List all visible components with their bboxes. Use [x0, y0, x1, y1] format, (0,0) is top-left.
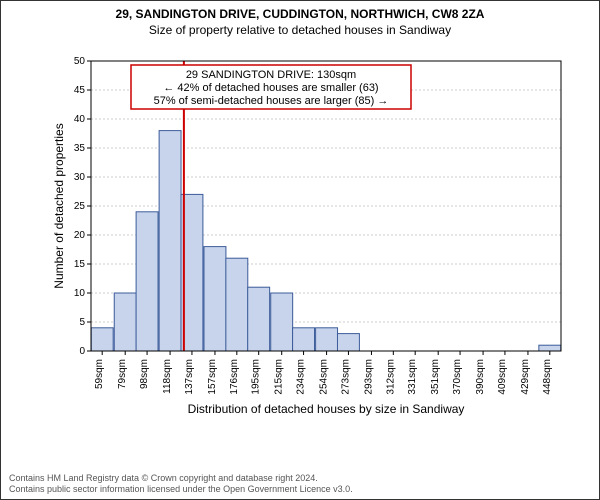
y-tick-label: 0: [79, 346, 85, 357]
x-tick-label: 448sqm: [542, 359, 553, 395]
x-tick-label: 351sqm: [430, 359, 441, 395]
x-tick-label: 98sqm: [139, 359, 150, 389]
y-tick-label: 40: [74, 114, 86, 125]
y-tick-label: 15: [74, 259, 86, 270]
chart-container: 29, SANDINGTON DRIVE, CUDDINGTON, NORTHW…: [0, 0, 600, 500]
x-tick-label: 79sqm: [117, 359, 128, 389]
y-tick-label: 50: [74, 56, 86, 67]
x-tick-label: 429sqm: [520, 359, 531, 395]
bar: [91, 328, 113, 351]
bar: [316, 328, 338, 351]
x-tick-label: 59sqm: [94, 359, 105, 389]
y-tick-label: 30: [74, 172, 86, 183]
bar: [136, 212, 158, 351]
x-tick-label: 370sqm: [452, 359, 463, 395]
x-tick-label: 234sqm: [296, 359, 307, 395]
y-axis-label: Number of detached properties: [52, 123, 66, 288]
x-axis-label: Distribution of detached houses by size …: [188, 402, 465, 416]
x-tick-label: 195sqm: [251, 359, 262, 395]
x-tick-label: 331sqm: [407, 359, 418, 395]
x-tick-label: 215sqm: [274, 359, 285, 395]
y-tick-label: 10: [74, 288, 86, 299]
x-ticks: 59sqm 79sqm 98sqm 118sqm 137sqm 157sqm 176sqm 1…: [94, 351, 553, 395]
chart-subtitle: Size of property relative to detached ho…: [1, 23, 599, 37]
x-tick-label: 390sqm: [475, 359, 486, 395]
bar: [204, 247, 226, 351]
annotation-box: 29 SANDINGTON DRIVE: 130sqm ← 42% of det…: [131, 65, 411, 109]
x-tick-label: 409sqm: [497, 359, 508, 395]
x-tick-label: 137sqm: [184, 359, 195, 395]
bar: [539, 345, 561, 351]
bar: [159, 131, 181, 351]
annotation-line-1: 29 SANDINGTON DRIVE: 130sqm: [186, 69, 356, 81]
y-tick-label: 5: [79, 317, 85, 328]
x-tick-label: 118sqm: [162, 359, 173, 394]
annotation-line-3: 57% of semi-detached houses are larger (…: [154, 95, 389, 107]
bar: [248, 287, 270, 351]
bar: [114, 293, 136, 351]
x-tick-label: 293sqm: [363, 359, 374, 395]
y-tick-label: 45: [74, 85, 86, 96]
x-tick-label: 254sqm: [319, 359, 330, 395]
y-tick-label: 20: [74, 230, 86, 241]
annotation-line-2: ← 42% of detached houses are smaller (63…: [163, 82, 378, 94]
bar: [271, 293, 293, 351]
x-tick-label: 273sqm: [340, 359, 351, 395]
bar: [337, 334, 359, 351]
y-tick-label: 25: [74, 201, 86, 212]
x-tick-label: 157sqm: [207, 359, 218, 395]
y-ticks: 0 5 10 15 20 25 30 35 40 45 50: [74, 56, 91, 357]
bar: [293, 328, 315, 351]
footer-line-1: Contains HM Land Registry data © Crown c…: [9, 473, 353, 484]
y-tick-label: 35: [74, 143, 86, 154]
bar: [226, 258, 248, 351]
x-tick-label: 176sqm: [229, 359, 240, 395]
bars: [91, 131, 561, 351]
footer-line-2: Contains public sector information licen…: [9, 484, 353, 495]
x-tick-label: 312sqm: [385, 359, 396, 395]
footer: Contains HM Land Registry data © Crown c…: [9, 473, 353, 495]
chart-title: 29, SANDINGTON DRIVE, CUDDINGTON, NORTHW…: [1, 7, 599, 21]
histogram-chart: 0 5 10 15 20 25 30 35 40 45 50 59sqm 79sqm 98sqm 118s…: [51, 51, 571, 421]
